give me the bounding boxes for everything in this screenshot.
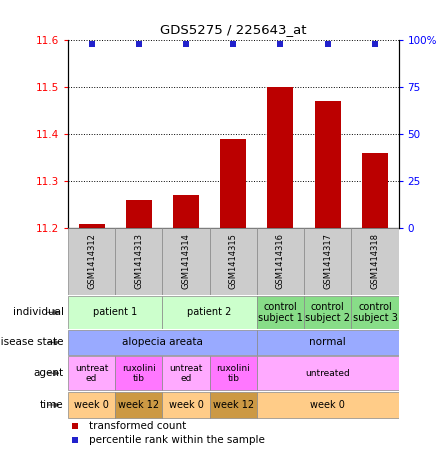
Bar [220, 139, 246, 228]
Text: week 0: week 0 [74, 400, 109, 410]
Bar [257, 391, 399, 419]
Bar [162, 391, 210, 419]
Text: untreat
ed: untreat ed [170, 364, 203, 383]
Text: control
subject 3: control subject 3 [353, 302, 397, 323]
Bar [68, 228, 115, 295]
Text: disease state: disease state [0, 337, 64, 347]
Text: GSM1414313: GSM1414313 [134, 233, 143, 289]
Text: GSM1414316: GSM1414316 [276, 233, 285, 289]
Text: GSM1414312: GSM1414312 [87, 233, 96, 289]
Text: alopecia areata: alopecia areata [122, 337, 203, 347]
Text: ruxolini
tib: ruxolini tib [122, 364, 155, 383]
Bar [173, 195, 199, 228]
Bar [210, 391, 257, 419]
Text: normal: normal [309, 337, 346, 347]
Bar [115, 228, 162, 295]
Bar [257, 228, 304, 295]
Text: GSM1414317: GSM1414317 [323, 233, 332, 289]
Text: week 12: week 12 [118, 400, 159, 410]
Bar [68, 296, 162, 329]
Bar [162, 228, 210, 295]
Bar [162, 296, 257, 329]
Bar [257, 330, 399, 355]
Bar [315, 101, 341, 228]
Bar [351, 296, 399, 329]
Text: time: time [40, 400, 64, 410]
Text: control
subject 1: control subject 1 [258, 302, 303, 323]
Text: week 12: week 12 [213, 400, 254, 410]
Bar [115, 357, 162, 390]
Bar [210, 228, 257, 295]
Bar [362, 153, 388, 228]
Bar [257, 296, 304, 329]
Text: percentile rank within the sample: percentile rank within the sample [89, 435, 265, 445]
Text: GSM1414314: GSM1414314 [181, 233, 191, 289]
Text: GSM1414315: GSM1414315 [229, 233, 238, 289]
Bar [68, 330, 257, 355]
Bar [304, 228, 351, 295]
Bar [126, 200, 152, 228]
Text: transformed count: transformed count [89, 420, 187, 430]
Bar [351, 228, 399, 295]
Text: week 0: week 0 [169, 400, 203, 410]
Bar [162, 357, 210, 390]
Text: ruxolini
tib: ruxolini tib [216, 364, 250, 383]
Bar [78, 224, 105, 228]
Text: untreat
ed: untreat ed [75, 364, 108, 383]
Bar [68, 357, 115, 390]
Text: control
subject 2: control subject 2 [305, 302, 350, 323]
Bar [268, 87, 293, 228]
Text: individual: individual [13, 307, 64, 318]
Text: week 0: week 0 [310, 400, 345, 410]
Bar [210, 357, 257, 390]
Text: patient 2: patient 2 [187, 307, 232, 318]
Text: patient 1: patient 1 [93, 307, 137, 318]
Bar [304, 296, 351, 329]
Text: GSM1414318: GSM1414318 [371, 233, 379, 289]
Text: untreated: untreated [305, 369, 350, 378]
Bar [115, 391, 162, 419]
Bar [68, 391, 115, 419]
Bar [257, 357, 399, 390]
Title: GDS5275 / 225643_at: GDS5275 / 225643_at [160, 24, 307, 36]
Text: agent: agent [33, 368, 64, 378]
